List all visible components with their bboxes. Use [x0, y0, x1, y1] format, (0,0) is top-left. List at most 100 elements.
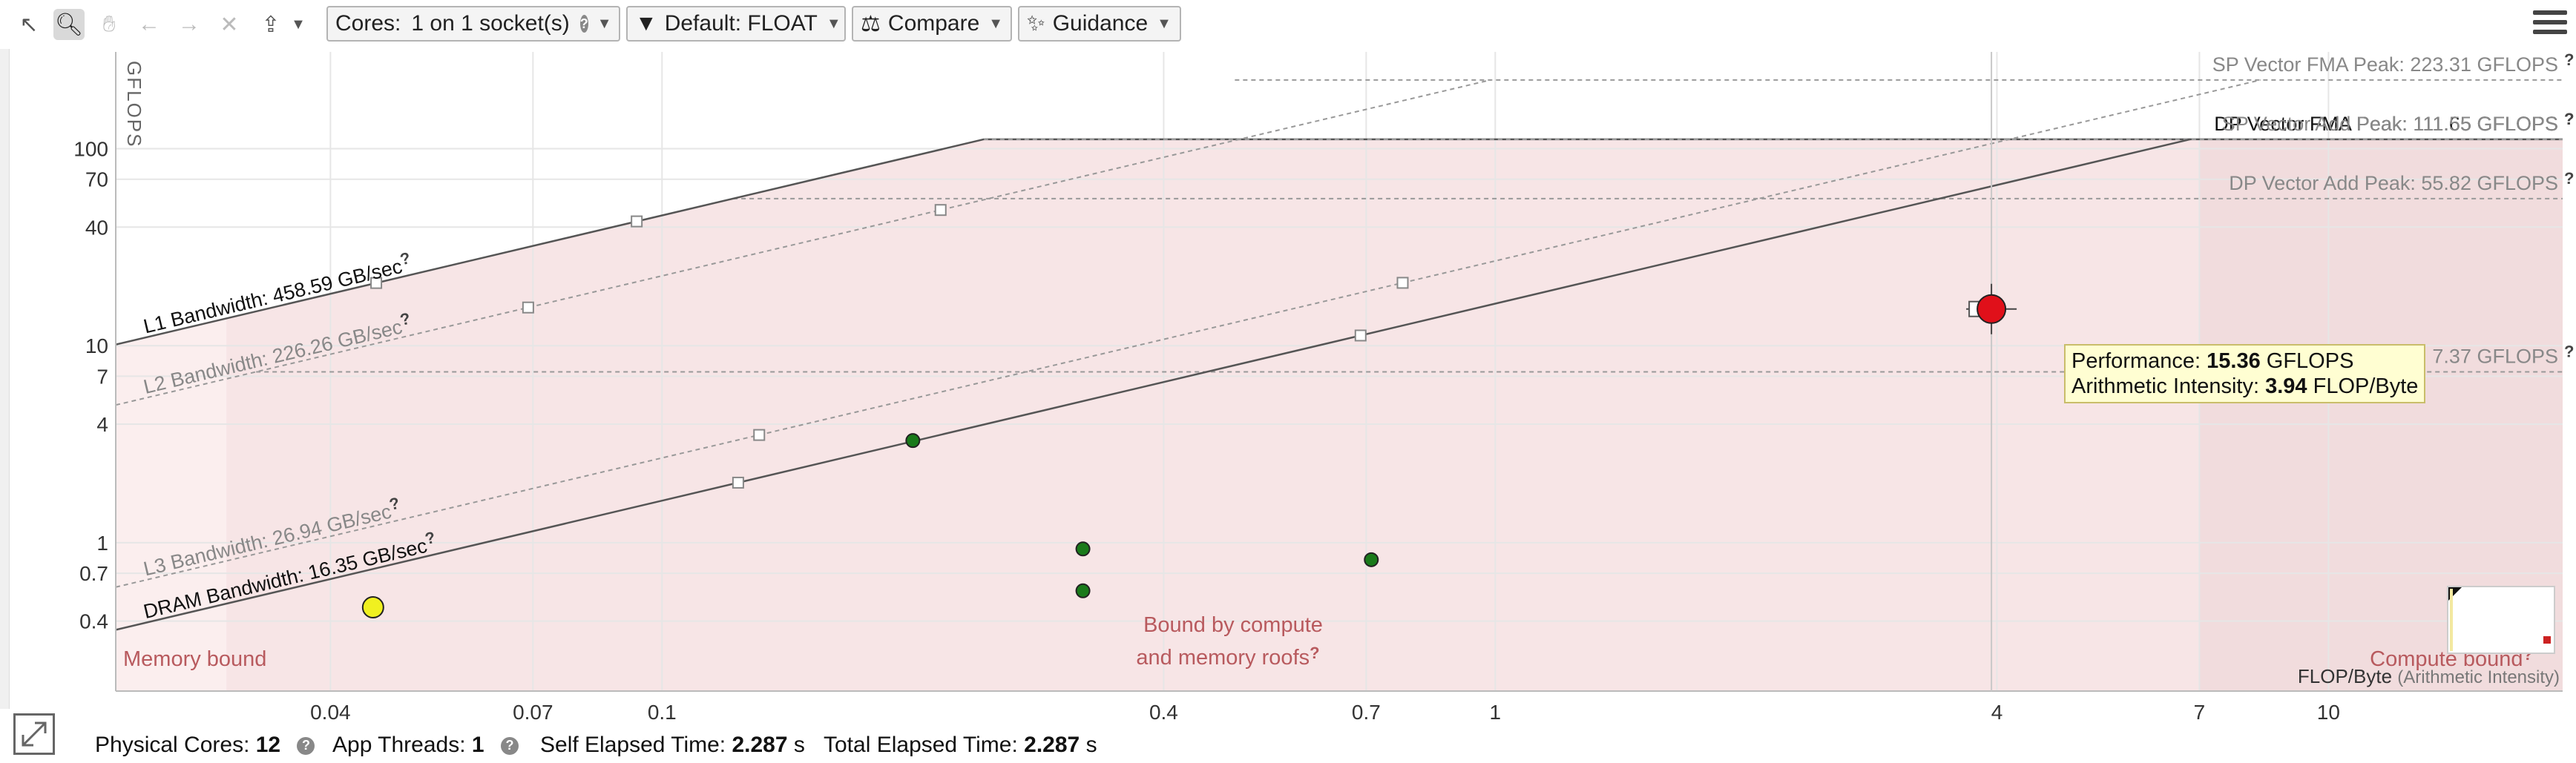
help-icon[interactable]: ?: [297, 736, 315, 755]
x-tick-label: 7: [2194, 701, 2206, 723]
menu-icon[interactable]: [2533, 10, 2567, 40]
expand-icon[interactable]: [13, 713, 55, 755]
self-elapsed-value: 2.287: [732, 733, 788, 757]
bandwidth-roof-line: [116, 138, 2191, 631]
compute-bound-zone: [2199, 139, 2563, 691]
help-icon[interactable]: ?: [579, 15, 588, 33]
x-tick-label: 0.7: [1352, 701, 1381, 723]
loop-point[interactable]: [361, 596, 384, 619]
tooltip-ai-unit: FLOP/Byte: [2313, 374, 2419, 398]
loop-point[interactable]: [1977, 294, 2007, 324]
self-elapsed-unit: s: [793, 733, 805, 757]
bandwidth-roof-line: [116, 138, 985, 346]
x-tick-label: 4: [1991, 701, 2003, 723]
compute-roof-label: 7.37 GFLOPS: [2432, 345, 2558, 367]
y-tick-label: 0.7: [79, 562, 108, 585]
filter-funnel-icon: ▼: [635, 11, 657, 36]
app-threads-label: App Threads:: [332, 733, 466, 757]
help-icon[interactable]: ?: [398, 248, 413, 268]
tooltip-perf-value: 15.36: [2207, 349, 2261, 373]
zoom-icon[interactable]: 🔍︎: [53, 9, 85, 40]
compute-roof-label: DP Vector Add Peak: 55.82 GFLOPS: [2229, 172, 2558, 194]
mixed-bound-zone: [226, 139, 2200, 691]
y-tick-label: 4: [96, 413, 108, 436]
cores-dropdown[interactable]: Cores: 1 on 1 socket(s) ? ▼: [326, 6, 620, 42]
chevron-down-icon: ▼: [826, 15, 841, 32]
tooltip-ai-label: Arithmetic Intensity:: [2071, 374, 2260, 398]
compare-dropdown[interactable]: ⚖︎ Compare ▼: [852, 6, 1012, 42]
loop-point[interactable]: [1364, 552, 1379, 567]
memory-bound-label: Memory bound: [123, 647, 266, 671]
help-icon[interactable]: ?: [2564, 342, 2574, 360]
memory-bound-zone: [116, 318, 227, 691]
select-arrow-icon[interactable]: ↖: [19, 12, 39, 37]
magic-wand-icon: ✨︎: [1027, 11, 1045, 36]
y-tick-label: 100: [73, 138, 108, 161]
compute-roof-label: SP Vector Add Peak: 111.55 GFLOPS: [2222, 113, 2558, 135]
compute-roof-label: DP Vector FMA Peak: 111.65 GFLOPS: [2214, 113, 2558, 135]
loop-point[interactable]: [1075, 583, 1091, 598]
x-tick-label: 0.4: [1149, 701, 1178, 723]
x-tick-label: 1: [1490, 701, 1502, 723]
help-icon[interactable]: ?: [500, 736, 519, 755]
roof-marker: [631, 215, 643, 228]
help-icon[interactable]: ?: [398, 309, 413, 329]
filter-dropdown[interactable]: ▼ Default: FLOAT ▼: [626, 6, 846, 42]
y-tick-label: 10: [85, 334, 108, 357]
x-axis-label: FLOP/Byte (Arithmetic Intensity): [2298, 665, 2560, 687]
toolbar: ↖ 🔍︎ ✋︎ ← → ✕ ⇪ ▼ Cores: 1 on 1 socket(s…: [0, 0, 2576, 49]
tooltip-ai-value: 3.94: [2265, 374, 2307, 398]
help-icon[interactable]: ?: [2564, 169, 2574, 188]
roof-marker: [370, 277, 383, 289]
export-icon[interactable]: ⇪: [261, 12, 280, 37]
x-tick-label: 0.1: [648, 701, 677, 723]
y-tick-label: 40: [85, 216, 108, 239]
help-icon[interactable]: ?: [2564, 50, 2574, 69]
roof-marker: [934, 204, 947, 217]
x-tick-label: 0.04: [310, 701, 351, 723]
total-elapsed-unit: s: [1085, 733, 1097, 757]
total-elapsed-status: Total Elapsed Time: 2.287 s: [824, 733, 1097, 758]
roof-marker: [732, 476, 744, 489]
mixed-bound-label-line1: Bound by compute: [1143, 613, 1323, 637]
help-icon[interactable]: ?: [1310, 644, 1319, 662]
loop-point[interactable]: [905, 433, 921, 449]
pan-hand-icon[interactable]: ✋︎: [102, 12, 116, 36]
app-threads-status: App Threads: 1 ?: [332, 733, 519, 758]
x-axis-label-main: FLOP/Byte: [2298, 665, 2397, 687]
export-dropdown-caret-icon[interactable]: ▼: [291, 16, 306, 33]
y-axis-label: GFLOPS: [123, 61, 145, 148]
redo-icon[interactable]: →: [178, 12, 200, 36]
cores-value: 1 on 1 socket(s): [411, 11, 570, 36]
y-tick-label: 70: [85, 168, 108, 191]
undo-icon[interactable]: ←: [138, 12, 160, 36]
loop-point[interactable]: [1075, 541, 1091, 557]
help-icon[interactable]: ?: [423, 528, 437, 548]
cores-label: Cores:: [335, 11, 401, 36]
help-icon[interactable]: ?: [2564, 110, 2574, 128]
compare-label: Compare: [887, 11, 980, 36]
help-icon[interactable]: ?: [2564, 110, 2574, 128]
x-tick-label: 10: [2317, 701, 2340, 723]
guidance-dropdown[interactable]: ✨︎ Guidance ▼: [1018, 6, 1181, 42]
roof-marker: [1354, 329, 1367, 342]
y-tick-label: 7: [96, 365, 108, 388]
mixed-bound-label-line2: and memory roofs?: [1136, 644, 1319, 670]
minimap-overview[interactable]: [2447, 586, 2555, 654]
roof-marker: [522, 301, 534, 314]
clear-icon[interactable]: ✕: [220, 12, 239, 37]
y-tick-label: 1: [96, 532, 108, 555]
status-bar: Physical Cores: 12 ? App Threads: 1 ? Se…: [0, 727, 2576, 763]
help-icon[interactable]: ?: [387, 494, 401, 514]
point-tooltip: Performance: 15.36 GFLOPS Arithmetic Int…: [2064, 344, 2426, 403]
scales-icon: ⚖︎: [861, 11, 881, 36]
left-splitter-handle[interactable]: [0, 49, 10, 709]
physical-cores-label: Physical Cores:: [95, 733, 250, 757]
self-elapsed-label: Self Elapsed Time:: [540, 733, 726, 757]
chevron-down-icon: ▼: [597, 15, 612, 32]
total-elapsed-value: 2.287: [1024, 733, 1080, 757]
guidance-label: Guidance: [1052, 11, 1149, 36]
roofline-chart[interactable]: 0.04 0.07 0.1 0.4 0.7 1 4 7 10 0.4 0.7 1 4 7 10 40 70 100…: [0, 0, 2576, 723]
filter-label: Default: FLOAT: [664, 11, 818, 36]
chevron-down-icon: ▼: [1157, 15, 1172, 32]
